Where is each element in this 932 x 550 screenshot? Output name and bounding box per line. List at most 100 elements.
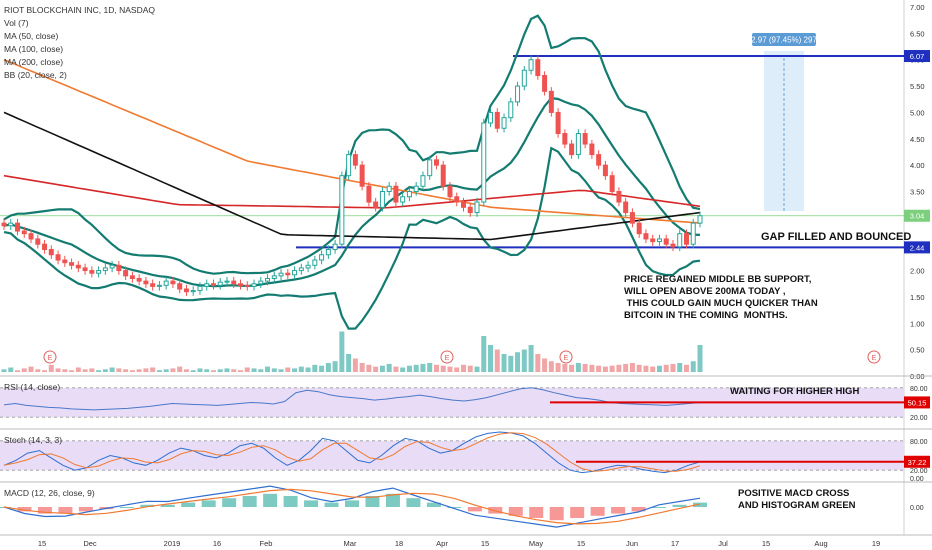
volume-bar	[656, 365, 662, 372]
candle-body	[102, 267, 108, 272]
candle-body	[278, 272, 284, 277]
earnings-marker-icon	[43, 350, 57, 364]
time-axis-label: Jun	[626, 539, 638, 548]
earnings-marker-icon	[867, 350, 881, 364]
rsi-line	[3, 387, 701, 411]
candle-body	[433, 159, 439, 166]
volume-bar	[217, 369, 223, 372]
candle-body	[204, 283, 210, 287]
candle-body	[616, 191, 622, 203]
volume-bar	[319, 365, 325, 372]
candle-body	[1, 222, 7, 227]
volume-bar	[677, 363, 683, 372]
rsi-tick-label: 20.00	[910, 415, 928, 422]
price-tick-label: 5.00	[910, 108, 925, 117]
macd-hist-bar	[385, 493, 400, 507]
candle-body	[346, 154, 352, 177]
macd-hist-bar	[447, 507, 462, 508]
candle-body	[292, 270, 298, 276]
volume-bar	[596, 365, 602, 372]
volume-bar	[69, 370, 75, 372]
candle-body	[238, 283, 244, 286]
candle-body	[373, 201, 379, 208]
volume-bar	[420, 363, 426, 372]
candle-body	[663, 238, 669, 245]
candle-body	[447, 185, 453, 198]
candle-body	[460, 201, 466, 208]
candle-body	[386, 185, 392, 193]
candle-body	[474, 201, 480, 214]
macd-hist-bar	[590, 507, 605, 516]
volume-bar	[21, 368, 27, 372]
volume-bar	[609, 365, 615, 372]
macd-hist-bar	[508, 507, 523, 516]
volume-bar	[292, 368, 298, 372]
legend-bb: BB (20, close, 2)	[4, 70, 67, 80]
price-tag-current-bg	[904, 209, 930, 222]
macd-hist-bar	[426, 502, 441, 507]
macd-hist-bar	[58, 507, 73, 514]
macd-note-line-2: AND HISTOGRAM GREEN	[738, 500, 856, 511]
macd-hist-bar	[631, 507, 646, 512]
macd-line	[3, 485, 701, 528]
candle-body	[508, 101, 514, 119]
volume-bar	[427, 363, 433, 372]
stoch-tick-label: 0.00	[910, 476, 924, 483]
candle-body	[251, 283, 257, 287]
volume-bar	[251, 368, 257, 372]
candle-body	[379, 191, 385, 208]
volume-bar	[48, 364, 54, 372]
candle-body	[332, 243, 338, 250]
candle-body	[400, 196, 406, 203]
candle-body	[555, 111, 561, 135]
volume-bar	[55, 368, 61, 372]
symbol-title: RIOT BLOCKCHAIN INC, 1D, NASDAQ	[4, 5, 155, 15]
annotation-note: PRICE REGAINED MIDDLE BB SUPPORT, WILL O…	[624, 274, 818, 322]
time-axis-label: Apr	[436, 539, 448, 548]
volume-bar	[346, 354, 352, 372]
note-line-4: BITCOIN IN THE COMING MONTHS.	[624, 310, 788, 321]
candle-body	[609, 175, 615, 192]
volume-bar	[663, 364, 669, 372]
stoch-k-line	[3, 431, 701, 474]
candle-body	[156, 284, 162, 287]
volume-bar	[643, 365, 649, 372]
candle-body	[542, 75, 548, 92]
volume-bar	[589, 364, 595, 372]
candle-body	[28, 233, 34, 240]
volume-bar	[474, 366, 480, 372]
legend-ma200: MA (200, close)	[4, 57, 64, 67]
candle-body	[339, 175, 345, 245]
candle-body	[271, 275, 277, 279]
candle-body	[42, 243, 48, 250]
candle-body	[183, 288, 189, 293]
candle-body	[75, 264, 81, 269]
volume-bar	[1, 369, 7, 372]
candle-body	[602, 164, 608, 177]
volume-bar	[15, 370, 21, 372]
candle-body	[420, 175, 426, 187]
volume-bar	[231, 369, 237, 372]
candle-body	[116, 264, 122, 272]
volume-bar	[454, 367, 460, 372]
candle-body	[217, 281, 223, 286]
candle-body	[197, 285, 203, 292]
time-axis-label: 15	[762, 539, 770, 548]
price-tick-label: 3.50	[910, 188, 925, 197]
volume-bar	[447, 366, 453, 372]
volume-bar	[238, 370, 244, 372]
volume-bar	[683, 364, 689, 372]
macd-hist-bar	[529, 507, 544, 518]
volume-bar	[332, 361, 338, 372]
candle-body	[312, 259, 318, 266]
note-line-3: THIS COULD GAIN MUCH QUICKER THAN	[624, 298, 818, 309]
candle-body	[562, 133, 568, 145]
volume-bar	[386, 363, 392, 372]
volume-bar	[521, 349, 527, 372]
macd-hist-bar	[222, 498, 237, 507]
candle-body	[697, 215, 703, 224]
volume-bar	[623, 363, 629, 372]
candle-body	[231, 280, 237, 285]
volume-bar	[143, 368, 149, 372]
